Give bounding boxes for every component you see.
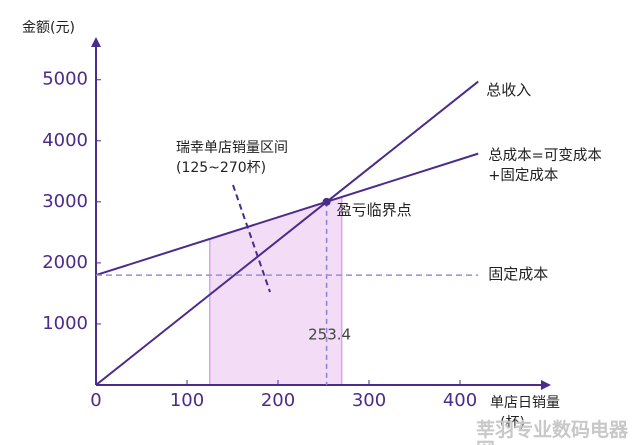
- series-line: [95, 80, 479, 386]
- breakeven-x-label: 253.4: [308, 326, 351, 344]
- range-label-line: 瑞幸单店销量区间: [176, 140, 288, 156]
- legend-label: 总成本=可变成本+固定成本: [488, 147, 602, 184]
- breakeven-label: 盈亏临界点: [336, 200, 412, 219]
- x-tick-label: 300: [352, 390, 386, 411]
- x-axis-arrow: [541, 380, 551, 390]
- legend-label: 固定成本: [488, 265, 549, 284]
- y-axis-label: 金额(元): [22, 20, 75, 36]
- x-axis-label: 单店日销量 (杯): [490, 393, 560, 433]
- range-pointer: [232, 184, 271, 293]
- breakeven-point: [322, 197, 331, 206]
- series-line: [95, 152, 479, 277]
- y-tick-label: 5000: [42, 69, 88, 90]
- sales-range: [209, 197, 342, 385]
- x-tick-label: 0: [90, 390, 101, 411]
- watermark: 莘羽专业数码电器网: [476, 419, 629, 445]
- range-label: 瑞幸单店销量区间 (125~270杯): [176, 138, 288, 178]
- y-axis-arrow: [91, 37, 101, 47]
- y-tick-label: 4000: [42, 130, 88, 151]
- range-label-line: (125~270杯): [176, 160, 267, 176]
- x-tick-label: 200: [261, 390, 295, 411]
- x-axis-label-line: 单店日销量: [490, 395, 560, 411]
- y-tick-label: 3000: [42, 191, 88, 212]
- y-tick-label: 2000: [42, 252, 88, 273]
- x-tick-label: 400: [443, 390, 477, 411]
- legend-label: 总收入: [486, 80, 532, 99]
- x-axis-label-line: (杯): [500, 415, 525, 431]
- x-tick-label: 100: [170, 390, 204, 411]
- y-tick-label: 1000: [42, 313, 88, 334]
